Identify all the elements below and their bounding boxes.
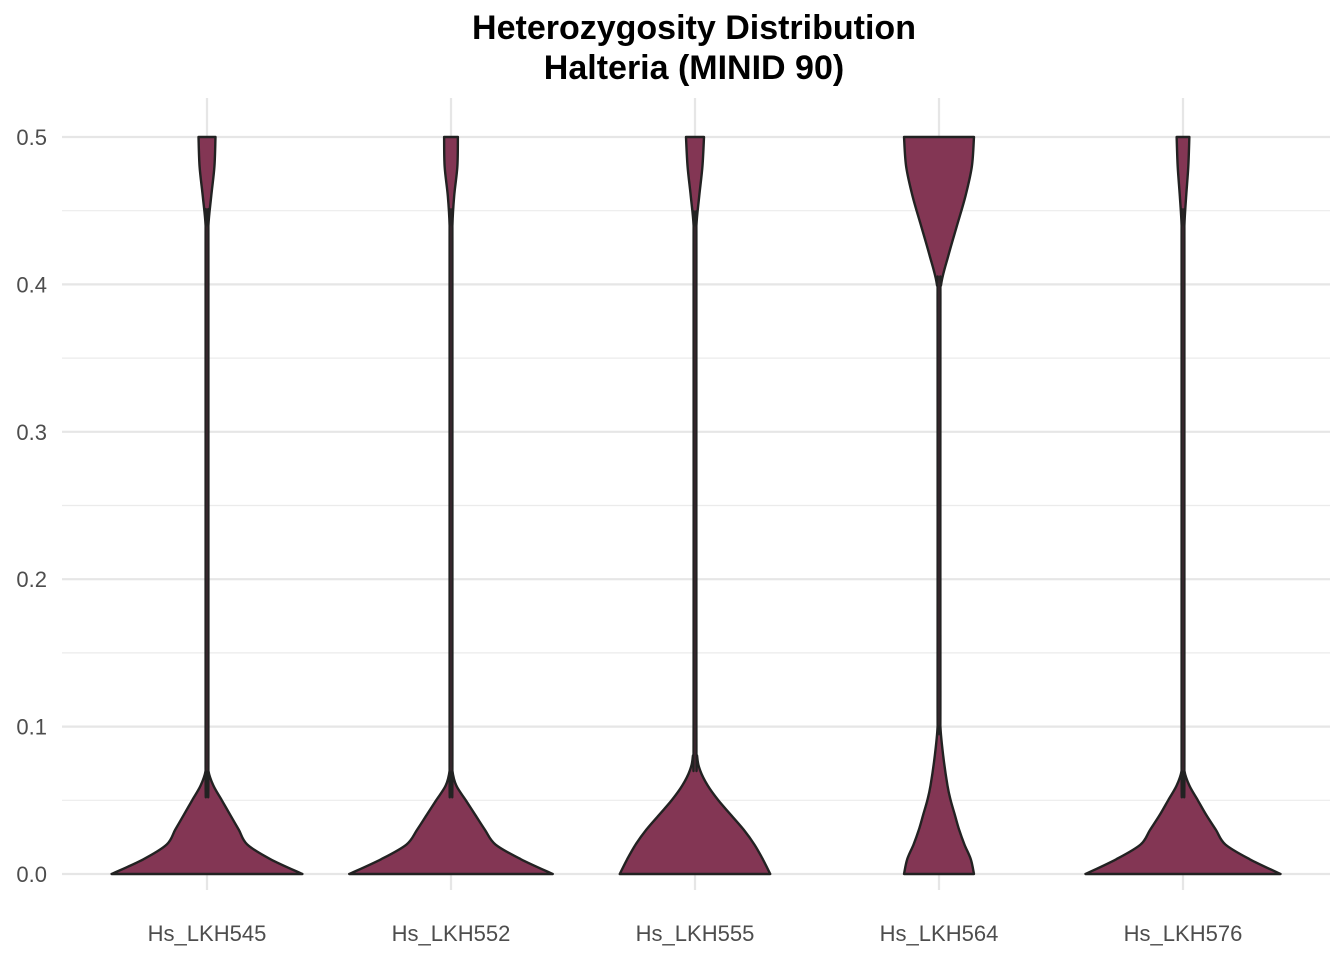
violin-hs-lkh545: [110, 135, 304, 876]
y-tick-label: 0.5: [16, 125, 47, 150]
chart-subtitle: Halteria (MINID 90): [543, 49, 845, 87]
y-tick-label: 0.2: [16, 567, 47, 592]
violin-hs-lkh576: [1084, 135, 1282, 876]
y-axis-ticks: 0.0 0.1 0.2 0.3 0.4 0.5: [16, 125, 47, 887]
x-tick-label: Hs_LKH576: [1124, 921, 1243, 946]
x-axis-ticks: Hs_LKH545 Hs_LKH552 Hs_LKH555 Hs_LKH564 Hs_L…: [148, 921, 1243, 946]
x-tick-label: Hs_LKH564: [880, 921, 999, 946]
x-tick-label: Hs_LKH555: [636, 921, 755, 946]
violin-hs-lkh564: [902, 135, 976, 876]
y-tick-label: 0.1: [16, 715, 47, 740]
chart-title: Heterozygosity Distribution: [472, 9, 916, 47]
x-tick-label: Hs_LKH552: [392, 921, 511, 946]
chart-title-block: Heterozygosity Distribution Halteria (MI…: [0, 8, 1344, 88]
y-tick-label: 0.4: [16, 272, 47, 297]
violins: [110, 135, 1282, 876]
violin-hs-lkh555: [618, 135, 772, 876]
y-tick-label: 0.0: [16, 862, 47, 887]
violin-hs-lkh552: [348, 135, 554, 876]
y-tick-label: 0.3: [16, 420, 47, 445]
x-tick-label: Hs_LKH545: [148, 921, 267, 946]
